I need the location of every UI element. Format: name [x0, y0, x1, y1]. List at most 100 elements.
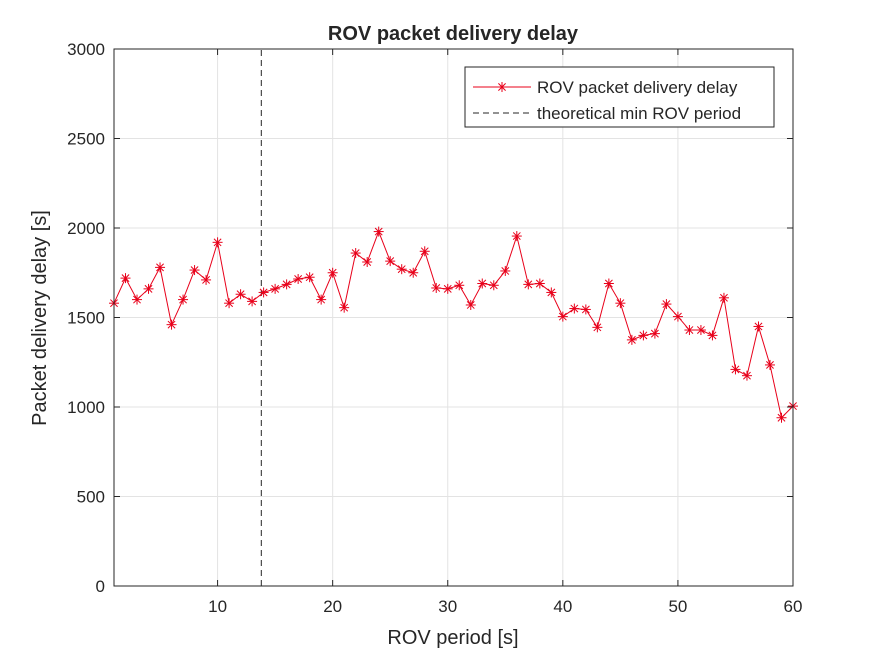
- data-point: [661, 299, 672, 310]
- marker-stroke: [535, 279, 544, 288]
- marker-stroke: [616, 299, 625, 308]
- y-tick-label: 3000: [67, 40, 105, 59]
- data-point: [580, 304, 591, 315]
- data-point: [419, 246, 430, 257]
- data-point: [339, 302, 350, 313]
- marker-stroke: [374, 227, 383, 236]
- marker-stroke: [236, 290, 245, 299]
- marker-stroke: [259, 288, 268, 297]
- data-point: [224, 298, 235, 309]
- x-tick-label: 40: [553, 597, 572, 616]
- marker-stroke: [512, 232, 521, 241]
- marker-stroke: [754, 322, 763, 331]
- x-tick-label: 10: [208, 597, 227, 616]
- data-point: [362, 257, 373, 268]
- data-point: [431, 282, 442, 293]
- marker-stroke: [604, 279, 613, 288]
- x-tick-label: 60: [784, 597, 803, 616]
- data-point: [649, 328, 660, 339]
- marker-stroke: [558, 312, 567, 321]
- y-tick-label: 1500: [67, 309, 105, 328]
- data-point: [695, 325, 706, 336]
- data-point: [235, 289, 246, 300]
- marker-stroke: [501, 267, 510, 275]
- marker-stroke: [340, 303, 349, 312]
- y-tick-label: 2500: [67, 130, 105, 149]
- data-point: [500, 265, 511, 276]
- legend: ROV packet delivery delay theoretical mi…: [464, 66, 775, 128]
- marker-stroke: [443, 284, 452, 293]
- data-point: [189, 265, 200, 276]
- marker-stroke: [455, 281, 464, 290]
- series-layer: [109, 226, 798, 423]
- data-point: [638, 330, 649, 341]
- data-point: [316, 294, 327, 305]
- data-point: [672, 311, 683, 322]
- data-point: [741, 370, 752, 381]
- x-tick-label: 30: [438, 597, 457, 616]
- data-point: [511, 231, 522, 242]
- data-point: [385, 256, 396, 267]
- y-tick-label: 0: [96, 577, 105, 596]
- data-point: [615, 298, 626, 309]
- marker-stroke: [466, 301, 475, 309]
- marker-stroke: [144, 284, 153, 293]
- data-point: [270, 283, 281, 294]
- marker-stroke: [593, 323, 602, 332]
- marker-stroke: [547, 288, 556, 297]
- data-point: [488, 280, 499, 291]
- marker-stroke: [167, 320, 176, 329]
- chart-title: ROV packet delivery delay: [328, 23, 579, 45]
- data-point: [534, 278, 545, 289]
- data-point: [546, 287, 557, 298]
- marker-stroke: [248, 297, 257, 306]
- data-point: [132, 294, 143, 305]
- data-point: [120, 273, 131, 284]
- x-axis-label: ROV period [s]: [387, 627, 518, 649]
- marker-stroke: [363, 258, 372, 266]
- legend-item-delay: [473, 82, 531, 92]
- marker-stroke: [397, 265, 406, 274]
- marker-stroke: [777, 413, 786, 422]
- data-point: [258, 287, 269, 298]
- marker-stroke: [225, 299, 234, 308]
- x-tick-label: 50: [668, 597, 687, 616]
- marker-stroke: [731, 365, 740, 374]
- legend-box: [464, 66, 775, 128]
- data-point: [281, 279, 292, 290]
- marker-stroke: [409, 268, 418, 277]
- marker-stroke: [420, 247, 429, 256]
- marker-stroke: [696, 326, 705, 334]
- data-point: [569, 303, 580, 314]
- marker-stroke: [271, 284, 280, 293]
- data-point: [373, 226, 384, 237]
- marker-stroke: [386, 257, 395, 266]
- marker-stroke: [294, 275, 303, 283]
- marker-stroke: [627, 335, 636, 344]
- marker-stroke: [489, 281, 498, 290]
- marker-stroke: [179, 295, 188, 304]
- marker-stroke: [639, 331, 648, 340]
- marker-stroke: [282, 280, 291, 289]
- marker-stroke: [432, 284, 441, 292]
- marker-stroke: [708, 331, 717, 340]
- data-point: [143, 283, 154, 294]
- data-point: [776, 412, 787, 423]
- marker-stroke: [478, 279, 487, 288]
- data-point: [350, 248, 361, 259]
- marker-stroke: [328, 268, 337, 277]
- data-point: [454, 280, 465, 291]
- marker-stroke: [743, 371, 751, 380]
- legend-label-min-period: theoretical min ROV period: [537, 104, 741, 123]
- y-tick-label: 500: [77, 488, 105, 507]
- data-point: [557, 311, 568, 322]
- data-point: [304, 272, 315, 283]
- y-axis-label: Packet delivery delay [s]: [29, 210, 51, 426]
- data-point: [707, 330, 718, 341]
- data-point: [753, 321, 764, 332]
- data-point: [477, 278, 488, 289]
- data-point: [155, 262, 166, 273]
- marker-stroke: [650, 329, 659, 338]
- marker-stroke: [498, 83, 506, 91]
